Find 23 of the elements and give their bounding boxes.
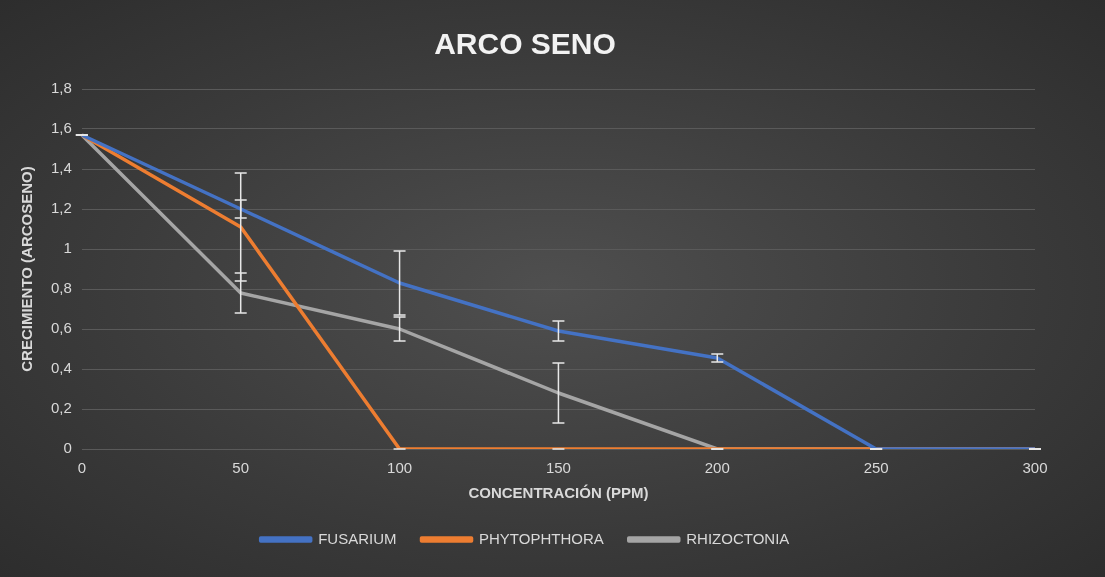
y-tick-label: 0,4 bbox=[50, 359, 72, 377]
x-tick-label: 200 bbox=[704, 459, 730, 477]
legend-label: PHYTOPHTHORA bbox=[479, 529, 604, 547]
y-tick-label: 0,8 bbox=[50, 279, 72, 297]
x-tick-label: 100 bbox=[387, 459, 413, 477]
x-axis-title: CONCENTRACIÓN (PPM) bbox=[468, 484, 649, 502]
x-tick-label: 150 bbox=[545, 459, 571, 477]
legend-label: RHIZOCTONIA bbox=[686, 529, 790, 547]
y-tick-label: 0 bbox=[63, 439, 72, 457]
y-tick-label: 1,6 bbox=[50, 119, 72, 137]
x-tick-label: 300 bbox=[1022, 459, 1048, 477]
legend-label: FUSARIUM bbox=[318, 529, 397, 547]
y-tick-label: 0,6 bbox=[50, 319, 72, 337]
x-tick-label: 250 bbox=[863, 459, 889, 477]
x-tick-label: 0 bbox=[77, 459, 87, 477]
x-tick-label: 50 bbox=[232, 459, 250, 477]
y-tick-label: 1 bbox=[63, 239, 72, 257]
chart-title: ARCO SENO bbox=[434, 27, 616, 61]
y-tick-label: 1,2 bbox=[50, 199, 72, 217]
y-axis-title: CRECIMIENTO (ARCOSENO) bbox=[18, 166, 36, 372]
y-tick-label: 1,8 bbox=[50, 79, 72, 97]
y-tick-label: 0,2 bbox=[50, 399, 72, 417]
y-tick-label: 1,4 bbox=[50, 159, 72, 177]
